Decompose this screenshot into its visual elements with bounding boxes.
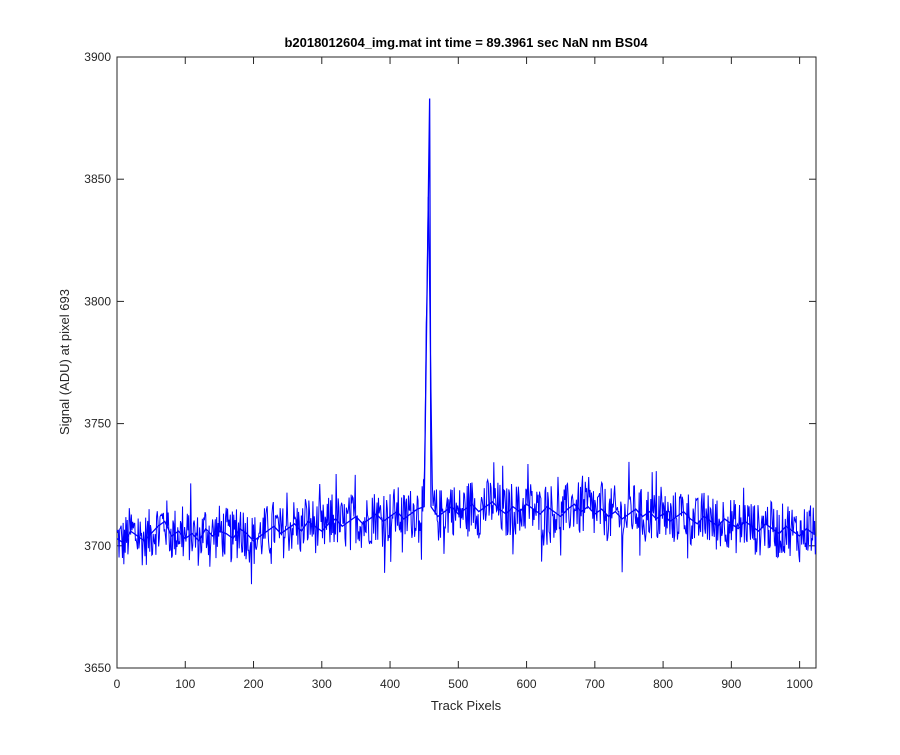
x-tick-label: 1000 — [786, 677, 813, 691]
x-axis-label: Track Pixels — [431, 698, 502, 713]
x-tick-label: 900 — [721, 677, 741, 691]
y-tick-label: 3800 — [84, 294, 111, 308]
chart-title: b2018012604_img.mat int time = 89.3961 s… — [284, 35, 648, 50]
y-tick-label: 3650 — [84, 661, 111, 675]
plot-area — [116, 56, 817, 669]
y-axis: 3650 3700 3750 3800 3850 3900 — [84, 50, 816, 675]
x-tick-label: 100 — [175, 677, 195, 691]
x-tick-label: 500 — [448, 677, 468, 691]
x-tick-label: 800 — [653, 677, 673, 691]
y-tick-label: 3700 — [84, 539, 111, 553]
x-tick-label: 200 — [244, 677, 264, 691]
x-tick-label: 700 — [585, 677, 605, 691]
y-tick-label: 3750 — [84, 417, 111, 431]
y-tick-label: 3850 — [84, 172, 111, 186]
x-tick-label: 0 — [114, 677, 121, 691]
x-tick-label: 400 — [380, 677, 400, 691]
noise-path — [116, 196, 817, 585]
x-tick-label: 300 — [312, 677, 332, 691]
x-tick-label: 600 — [517, 677, 537, 691]
x-axis: 0 100 200 300 400 500 600 700 800 900 1000 — [114, 57, 813, 691]
y-axis-label: Signal (ADU) at pixel 693 — [57, 289, 72, 435]
noise-texture — [116, 196, 817, 585]
y-tick-label: 3900 — [84, 50, 111, 64]
